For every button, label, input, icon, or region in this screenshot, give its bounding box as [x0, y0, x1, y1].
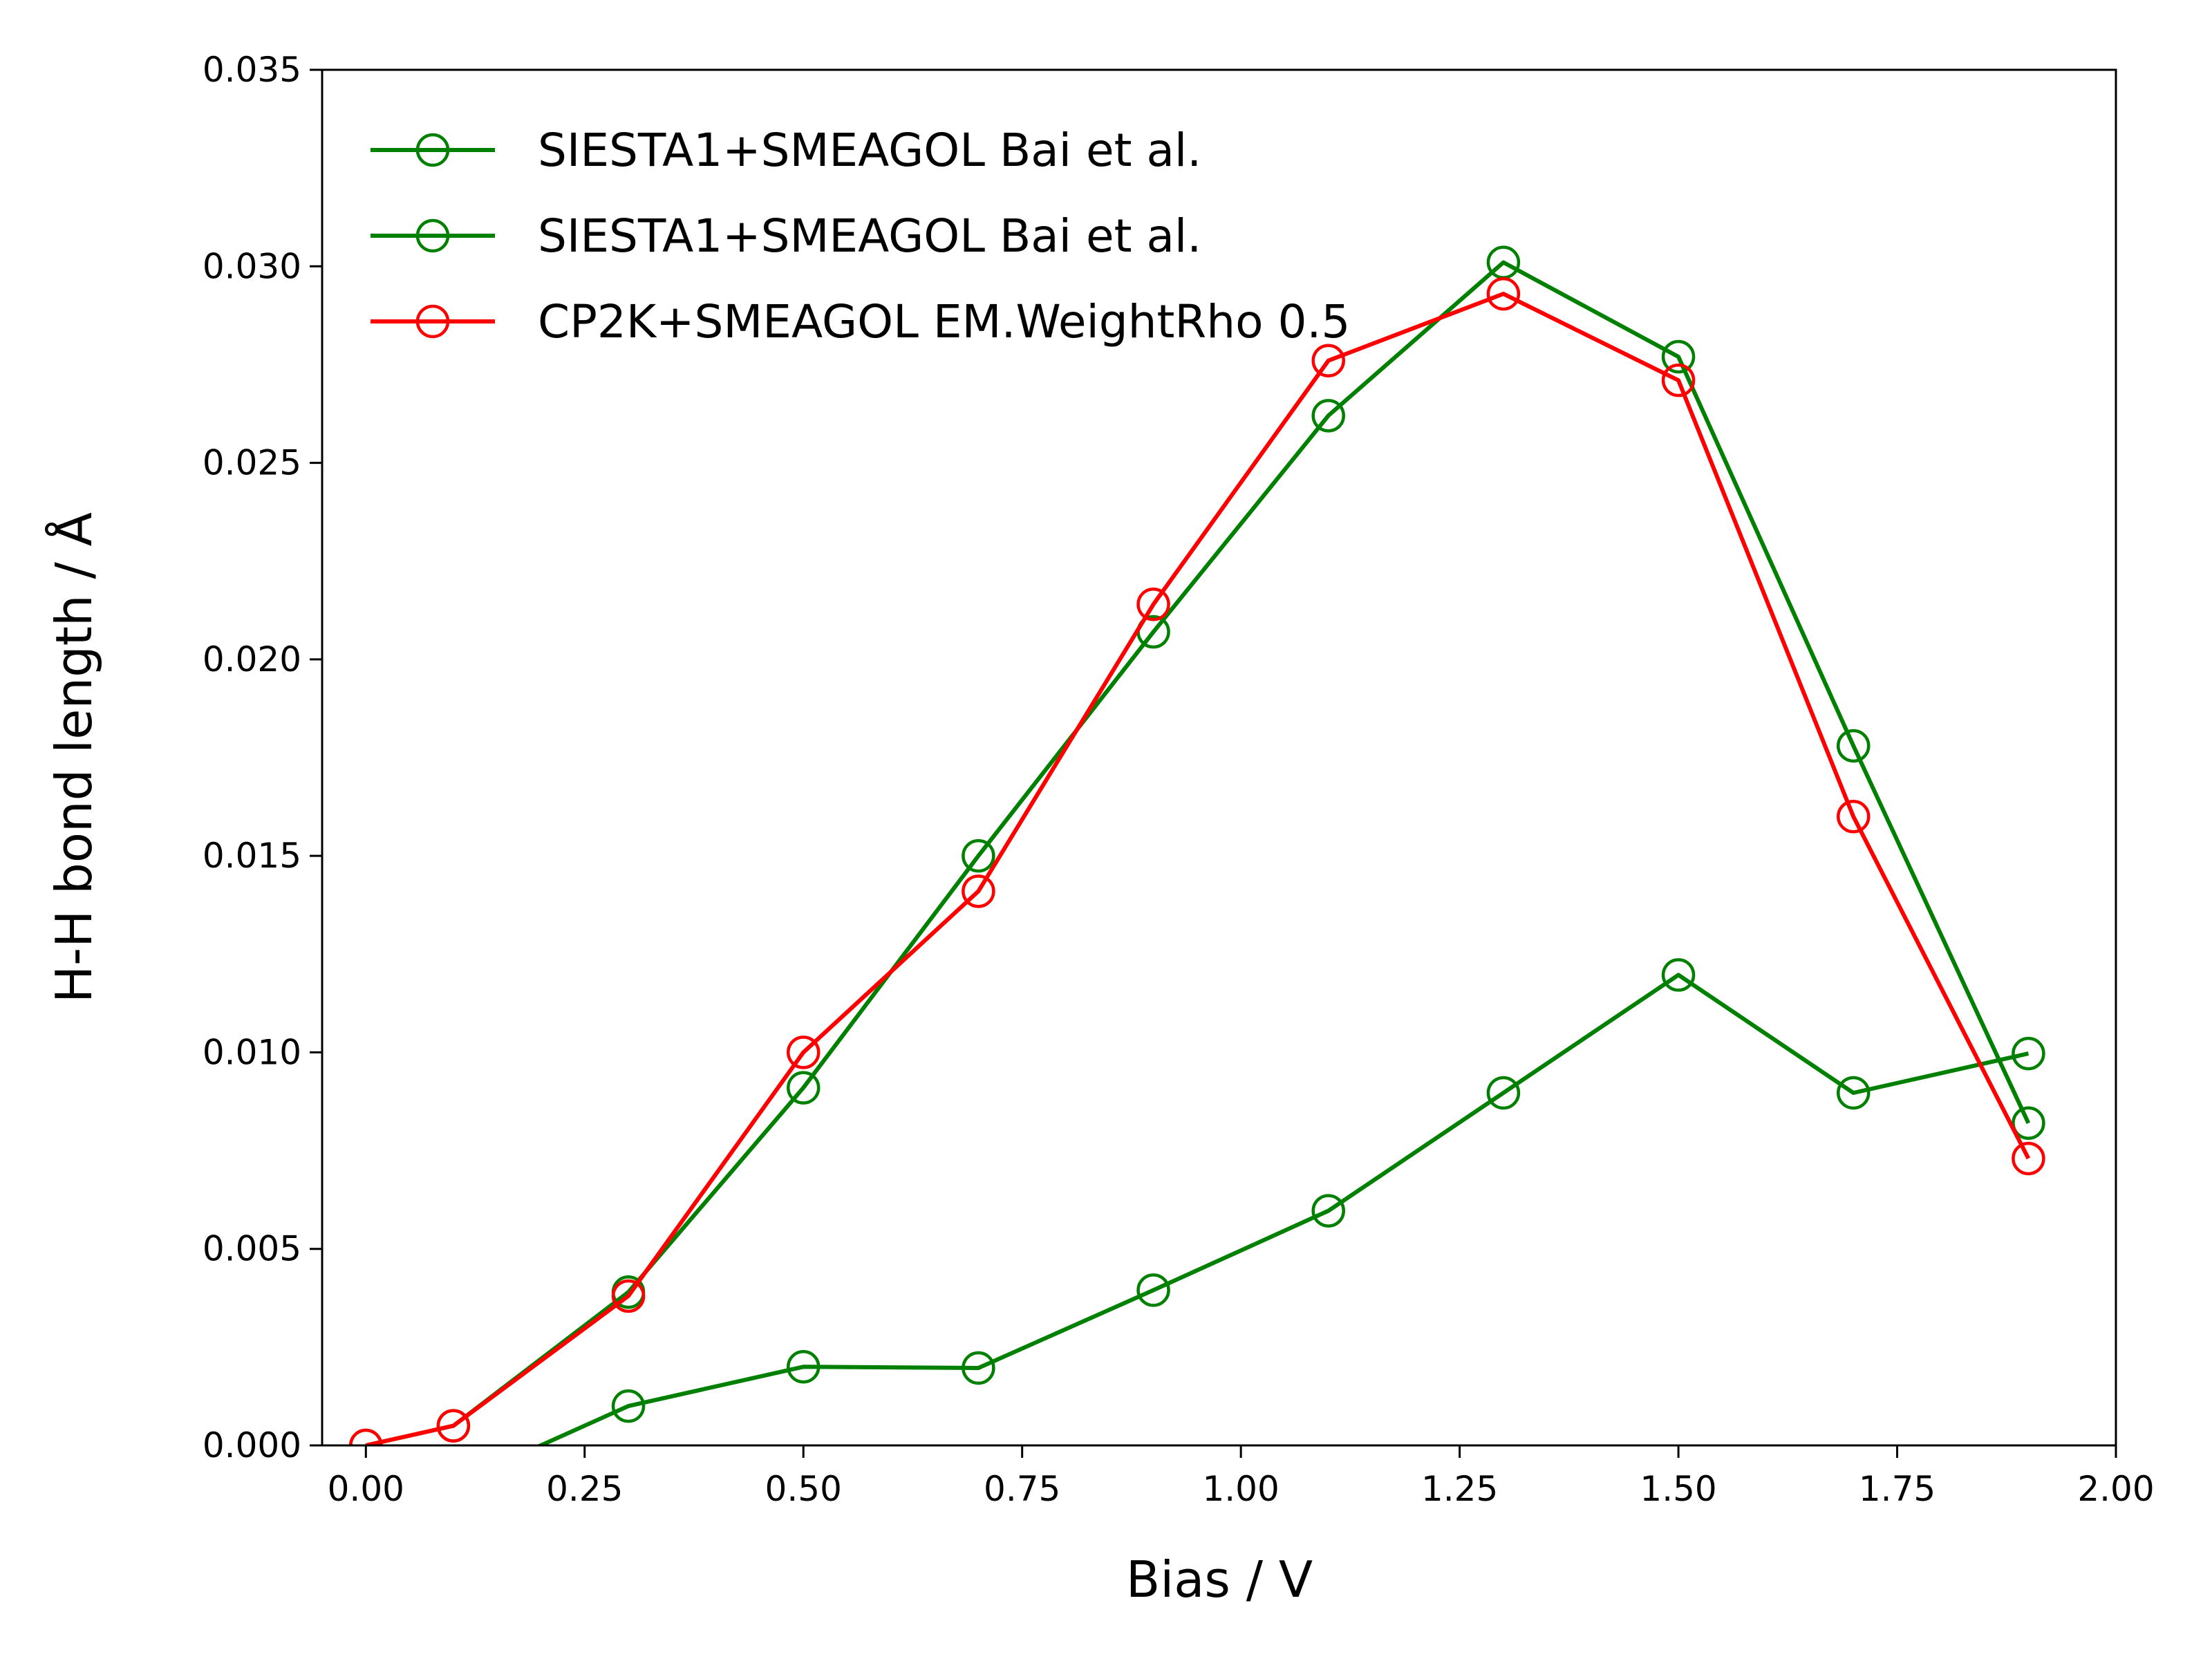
x-tick-label: 2.00: [2077, 1469, 2154, 1509]
data-point: [786, 1350, 821, 1384]
y-tick-label: 0.025: [203, 443, 301, 483]
series-line: [365, 260, 2031, 1445]
data-point: [962, 1351, 995, 1385]
y-tick-label: 0.020: [203, 639, 301, 679]
series-layer: [263, 245, 2045, 1579]
x-axis: 0.00 0.25 0.50 0.75 1.00 1.25 1.50 1.75 2.00: [328, 1445, 2155, 1509]
series-1: [349, 245, 2045, 1445]
y-tick-label: 0.005: [203, 1229, 301, 1269]
data-point: [1661, 363, 1696, 397]
data-point: [1836, 729, 1871, 763]
y-tick-label: 0.000: [203, 1425, 301, 1465]
data-point: [1661, 339, 1696, 374]
y-axis-title: H-H bond length / Å: [45, 512, 103, 1003]
data-point: [1136, 588, 1170, 621]
legend-label: CP2K+SMEAGOL EM.WeightRho 0.5: [538, 295, 1350, 348]
y-tick-label: 0.030: [203, 246, 301, 286]
legend-item: SIESTA1+SMEAGOL Bai et al.: [371, 124, 1201, 177]
data-point: [611, 1279, 646, 1313]
legend-item: CP2K+SMEAGOL EM.WeightRho 0.5: [371, 295, 1350, 348]
data-point: [1836, 800, 1871, 834]
legend-marker: [415, 218, 450, 253]
x-tick-label: 1.25: [1421, 1469, 1498, 1509]
data-point: [2012, 1106, 2045, 1141]
x-tick-label: 1.00: [1202, 1469, 1279, 1509]
legend-marker: [415, 133, 450, 167]
y-tick-label: 0.035: [203, 50, 301, 90]
x-tick-label: 0.00: [328, 1469, 404, 1509]
data-point: [786, 1071, 821, 1105]
legend-item: SIESTA1+SMEAGOL Bai et al.: [371, 209, 1201, 263]
x-tick-label: 1.75: [1859, 1469, 1936, 1509]
data-point: [1661, 958, 1696, 992]
data-point: [1486, 276, 1521, 311]
series-2: [349, 276, 2045, 1445]
data-point: [1136, 1273, 1170, 1307]
legend-label: SIESTA1+SMEAGOL Bai et al.: [538, 124, 1201, 177]
series-0: [263, 958, 2045, 1579]
series-line: [365, 292, 2031, 1445]
x-tick-label: 0.25: [546, 1469, 623, 1509]
y-tick-label: 0.015: [203, 836, 301, 876]
data-point: [1311, 344, 1345, 377]
series-line: [536, 973, 2030, 1445]
data-point: [263, 1548, 294, 1579]
legend-marker: [415, 304, 450, 339]
data-point: [962, 874, 995, 908]
data-point: [611, 1389, 646, 1423]
data-point: [2012, 1141, 2045, 1176]
data-point: [1311, 1194, 1345, 1228]
y-tick-label: 0.010: [203, 1032, 301, 1072]
x-tick-label: 0.50: [765, 1469, 842, 1509]
data-point: [1311, 399, 1345, 433]
x-tick-label: 0.75: [984, 1469, 1060, 1509]
legend: SIESTA1+SMEAGOL Bai et al. SIESTA1+SMEAGO…: [371, 124, 1350, 348]
data-point: [962, 838, 995, 873]
plot-frame: [321, 68, 2117, 1447]
data-point: [2012, 1036, 2045, 1071]
data-point: [1486, 1076, 1521, 1110]
data-point: [1836, 1076, 1871, 1110]
data-point: [349, 1428, 383, 1445]
x-tick-label: 1.50: [1640, 1469, 1716, 1509]
data-point: [436, 1409, 471, 1443]
data-point: [786, 1035, 821, 1069]
legend-label: SIESTA1+SMEAGOL Bai et al.: [538, 209, 1201, 263]
y-axis: 0.000 0.005 0.010 0.015 0.020 0.025 0.030 0.035: [203, 50, 322, 1465]
x-axis-title: Bias / V: [1126, 1550, 1313, 1609]
